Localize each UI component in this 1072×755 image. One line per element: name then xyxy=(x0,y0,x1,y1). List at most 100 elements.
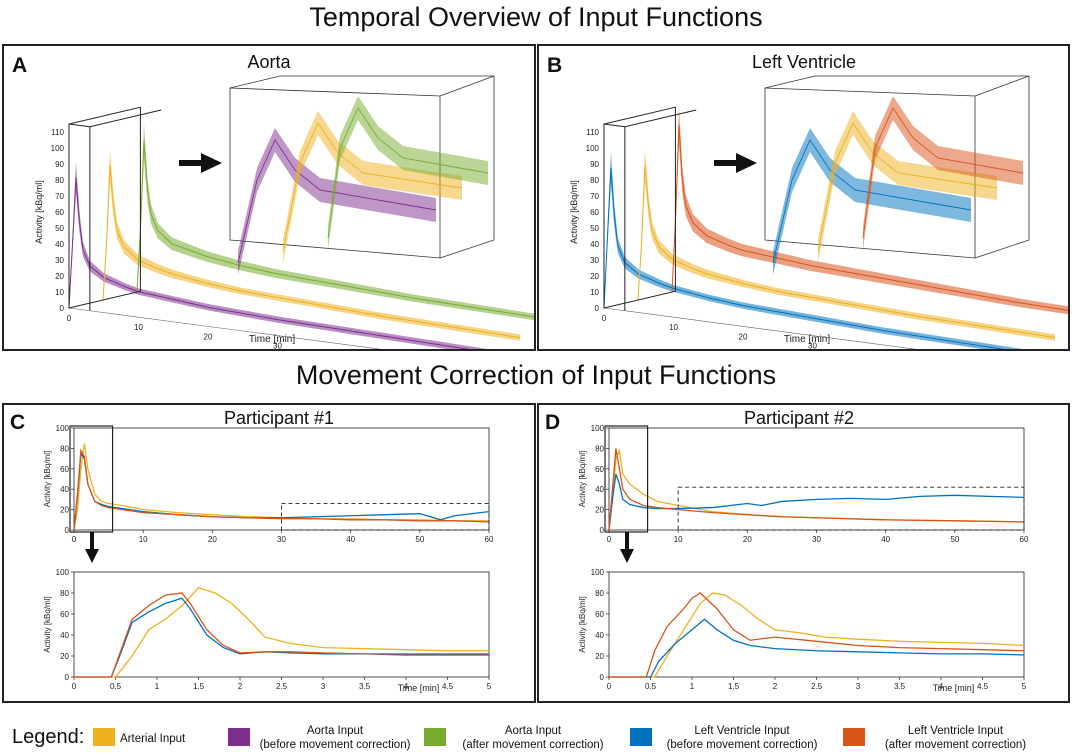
plot-frame-d-top xyxy=(608,427,1025,531)
x-tick-label: 20 xyxy=(743,535,752,544)
y-tick-label: 40 xyxy=(590,240,599,249)
x-tick-label: 2.5 xyxy=(276,682,288,691)
time-axis-line xyxy=(68,307,382,349)
time-axis-line xyxy=(603,307,917,349)
zoom-region-edge xyxy=(68,123,90,128)
series-line-a-1 xyxy=(102,164,521,339)
series-line-d-bot-0 xyxy=(609,592,1025,678)
inset-band-a-1 xyxy=(283,111,462,263)
chart-b: 01020304050607080901001100102030405060Ac… xyxy=(569,75,1068,349)
plot-frame-c-bot xyxy=(73,571,490,678)
y-tick-label: 60 xyxy=(590,208,599,217)
x-tick-label: 10 xyxy=(134,323,143,332)
y-tick-label: 110 xyxy=(51,128,64,137)
mid-title: Movement Correction of Input Functions xyxy=(295,360,777,390)
x-tick-label: 10 xyxy=(669,323,678,332)
x-tick-label: 1.5 xyxy=(728,682,740,691)
series-band-b-2 xyxy=(672,104,1068,315)
y-tick-label: 0 xyxy=(65,673,70,682)
x-tick-label: 2 xyxy=(238,682,243,691)
y-tick-label: 0 xyxy=(600,673,605,682)
legend-swatch-lv-after xyxy=(843,728,865,746)
x-axis-label: Time [min] xyxy=(933,683,975,693)
x-tick-label: 1 xyxy=(690,682,695,691)
y-tick-label: 70 xyxy=(590,192,599,201)
panel-b: B Left Ventricle 0 10 20 30 40 50 60 70 80 90 100 1… xyxy=(537,44,1070,351)
zoom-arrow-head xyxy=(85,549,99,563)
y-tick-label: 40 xyxy=(55,240,64,249)
x-tick-label: 40 xyxy=(346,535,355,544)
zoom-arrow-head xyxy=(201,153,222,173)
series-line-d-top-1 xyxy=(608,473,1025,531)
x-tick-label: 60 xyxy=(485,535,494,544)
y-tick-label: 60 xyxy=(55,208,64,217)
zoom-arrow-head xyxy=(620,549,634,563)
y-tick-label: 100 xyxy=(586,144,600,153)
y-tick-label: 0 xyxy=(65,526,70,535)
x-tick-label: 4.5 xyxy=(977,682,989,691)
y-tick-label: 20 xyxy=(595,506,604,515)
inset-band-a-0 xyxy=(238,128,436,275)
y-tick-label: 80 xyxy=(595,444,604,453)
x-tick-label: 0 xyxy=(72,682,77,691)
y-tick-label: 50 xyxy=(55,224,64,233)
y-tick-label: 90 xyxy=(590,160,599,169)
inset-line-b-1 xyxy=(817,122,998,252)
panel-label-c: C xyxy=(10,411,26,434)
series-band-a-0 xyxy=(69,161,486,349)
inset-band-b-2 xyxy=(863,96,1023,250)
series-line-d-bot-1 xyxy=(609,618,1025,678)
inset-band-a-2 xyxy=(328,96,488,250)
zoom-arrow-shaft xyxy=(90,532,94,550)
x-tick-label: 30 xyxy=(277,535,286,544)
y-tick-label: 100 xyxy=(56,424,70,433)
x-tick-label: 0.5 xyxy=(645,682,657,691)
y-tick-label: 30 xyxy=(590,256,599,265)
x-tick-label: 0 xyxy=(72,535,77,544)
y-tick-label: 80 xyxy=(55,176,64,185)
inset-edge xyxy=(974,75,1030,97)
x-tick-label: 30 xyxy=(808,342,817,349)
series-band-a-2 xyxy=(137,122,534,321)
series-line-c-top-2 xyxy=(73,448,490,531)
x-tick-label: 1 xyxy=(155,682,160,691)
y-tick-label: 20 xyxy=(60,652,69,661)
y-tick-label: 60 xyxy=(595,465,604,474)
panel-title-b: Left Ventricle xyxy=(751,52,857,72)
y-tick-label: 0 xyxy=(600,526,605,535)
series-line-a-0 xyxy=(68,177,470,349)
dashed-region-c-top xyxy=(281,503,490,531)
inset-line-a-1 xyxy=(282,122,463,252)
series-band-a-1 xyxy=(103,148,520,341)
panel-c: C Participant #1 0 20 40 60 80 100 0 10 20 30 40 50… xyxy=(2,403,536,703)
x-tick-label: 5 xyxy=(487,682,492,691)
chart-a: 01020304050607080901001100102030405060Ac… xyxy=(34,75,534,349)
x-tick-label: 1.5 xyxy=(193,682,205,691)
top-title: Temporal Overview of Input Functions xyxy=(309,2,763,32)
panel-d: D Participant #2 0 20 40 60 80 100 0 10 20 30 40 50… xyxy=(537,403,1070,703)
y-tick-label: 70 xyxy=(55,192,64,201)
y-tick-label: 40 xyxy=(60,631,69,640)
x-tick-label: 0.5 xyxy=(110,682,122,691)
x-tick-label: 5 xyxy=(1022,682,1027,691)
y-tick-label: 60 xyxy=(60,465,69,474)
series-band-b-0 xyxy=(604,151,1021,349)
series-line-c-bot-2 xyxy=(74,592,489,678)
x-tick-label: 3 xyxy=(321,682,326,691)
inset-edge xyxy=(439,75,495,97)
x-tick-label: 4 xyxy=(939,682,944,691)
y-tick-label: 20 xyxy=(590,272,599,281)
panel-a: A Aorta 0 10 20 30 40 50 60 70 80 90 100 110 0 10 20 30… xyxy=(2,44,536,351)
x-tick-label: 0 xyxy=(602,314,607,323)
dashed-region-d-top xyxy=(677,486,1025,531)
inset-band-b-0 xyxy=(773,128,971,275)
zoom-region-box xyxy=(68,106,141,309)
y-axis-label: Activity [kBq/ml] xyxy=(578,596,587,652)
x-tick-label: 0 xyxy=(67,314,72,323)
zoom-region-edge xyxy=(603,123,625,128)
y-tick-label: 110 xyxy=(586,128,599,137)
zoom-region-box xyxy=(603,106,676,309)
zoom-arrow-head xyxy=(736,153,757,173)
